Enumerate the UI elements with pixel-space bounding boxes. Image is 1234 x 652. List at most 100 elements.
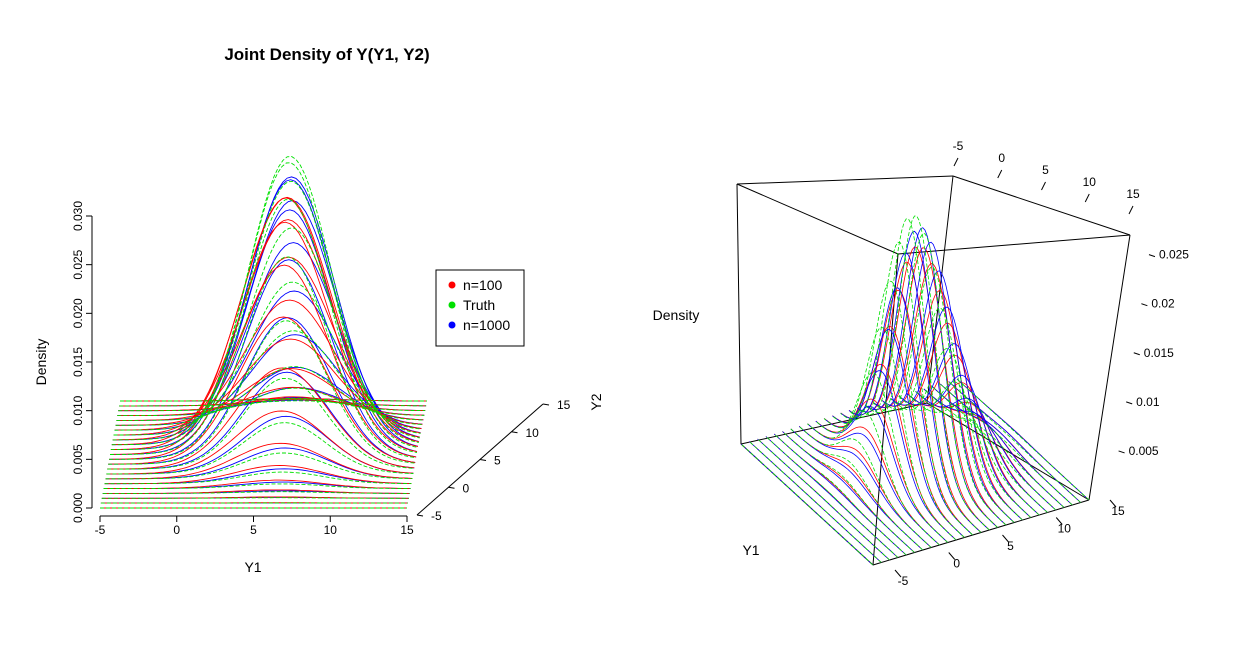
- bottom-tick-label: 15: [1111, 504, 1125, 518]
- left-density-panel: Joint Density of Y(Y1, Y2) Y1 Density Y2…: [33, 45, 604, 575]
- depth-tick-mark: [416, 514, 424, 517]
- legend-marker: [448, 301, 456, 309]
- x-axis-label: Y1: [244, 559, 261, 575]
- density-line-3d: [798, 426, 932, 548]
- depth-tick-label: 15: [557, 398, 571, 412]
- density-line-3d: [807, 410, 940, 546]
- x-tick-label: 5: [250, 523, 257, 537]
- density-line-3d: [757, 438, 890, 561]
- density-line-3d: [757, 438, 890, 561]
- legend-label: n=1000: [463, 317, 510, 333]
- density-tick-label: 0.025: [1159, 248, 1189, 262]
- density-line-truth: [101, 497, 409, 499]
- legend: n=100 Truth n=1000: [435, 269, 525, 347]
- depth-tick-mark: [511, 431, 518, 434]
- density-tick-mark: [1141, 303, 1148, 307]
- density-line-3d: [765, 436, 899, 558]
- density-line-3d: [857, 246, 990, 531]
- density-line-truth: [103, 483, 411, 489]
- density-line-3d: [890, 347, 1023, 521]
- y-tick-label: 0.025: [71, 249, 85, 279]
- x-tick-label: 15: [400, 523, 414, 537]
- density-line-3d: [823, 370, 957, 541]
- left-density-lines: [100, 156, 427, 509]
- density-tick-mark: [1148, 254, 1156, 258]
- density-line-3d: [923, 388, 1057, 511]
- density-line-3d: [931, 386, 1065, 508]
- density-line-truth: [116, 366, 424, 421]
- depth-tick-label: 10: [526, 426, 540, 440]
- box-edge: [952, 175, 1131, 236]
- top-tick-label: 10: [1083, 175, 1097, 189]
- depth-tick-label: 0: [463, 481, 470, 495]
- x-tick-label: 0: [173, 523, 180, 537]
- bottom-tick-mark: [1002, 534, 1009, 543]
- density-line-n100: [109, 221, 418, 455]
- right-3d-panel: 0.0050.010.0150.020.025-5051015-5051015 …: [653, 139, 1190, 588]
- density-line-3d: [773, 433, 907, 556]
- top-tick-mark: [997, 169, 1003, 179]
- density-tick-label: 0.005: [1129, 444, 1159, 458]
- density-line-truth: [118, 397, 426, 412]
- right-axes: 0.005 0.01 0.015 0.02 0.025 -5 0 5 10 15 -5 0 5 10 15: [894, 139, 1189, 588]
- y-tick-label: 0.005: [71, 444, 85, 474]
- density-tick-mark: [1118, 450, 1125, 454]
- right-y1-label: Y1: [742, 542, 759, 558]
- density-line-3d: [749, 441, 882, 563]
- density-line-3d: [940, 383, 1073, 506]
- density-line-3d: [956, 378, 1090, 501]
- density-line-3d: [773, 433, 907, 556]
- depth-tick-mark: [542, 403, 550, 406]
- density-line-3d: [740, 443, 874, 566]
- density-line-3d: [865, 233, 998, 528]
- bottom-tick-mark: [948, 552, 956, 560]
- density-line-truth: [105, 452, 413, 480]
- density-line-truth: [107, 377, 415, 470]
- density-line-3d: [840, 241, 973, 536]
- y-tick-label: 0.030: [71, 201, 85, 231]
- box-edge: [897, 234, 1131, 255]
- density-tick-mark: [1133, 352, 1140, 356]
- y-axis-label: Density: [33, 339, 49, 386]
- y-tick-label: 0.000: [71, 493, 85, 523]
- box-edge: [736, 183, 899, 255]
- y-tick-label: 0.010: [71, 395, 85, 425]
- density-line-3d: [857, 215, 990, 531]
- density-line-3d: [890, 322, 1023, 521]
- density-line-n1000: [104, 468, 412, 485]
- density-line-truth: [112, 180, 420, 441]
- y-tick-label: 0.015: [71, 347, 85, 377]
- density-line-truth: [111, 156, 419, 446]
- density-tick-mark: [1126, 401, 1133, 405]
- bottom-tick-label: 0: [953, 557, 960, 571]
- box-edge: [926, 402, 1090, 501]
- legend-marker: [448, 281, 456, 289]
- box-edge: [736, 175, 954, 185]
- density-line-3d: [790, 428, 924, 551]
- bottom-tick-label: -5: [898, 574, 909, 588]
- right-density-label: Density: [653, 307, 700, 323]
- depth-tick-mark: [479, 459, 487, 461]
- density-line-3d: [956, 378, 1090, 501]
- density-line-3d: [815, 372, 949, 543]
- bottom-tick-mark: [894, 569, 902, 578]
- depth-tick-label: 5: [494, 454, 501, 468]
- density-tick-label: 0.02: [1151, 297, 1175, 311]
- depth-tick-label: -5: [431, 509, 442, 523]
- density-line-truth: [106, 422, 414, 475]
- density-line-3d: [873, 263, 1007, 526]
- density-line-truth: [102, 491, 410, 494]
- density-line-3d: [865, 247, 998, 528]
- chart-title: Joint Density of Y(Y1, Y2): [224, 45, 429, 64]
- density-tick-label: 0.01: [1136, 395, 1160, 409]
- top-tick-mark: [1128, 205, 1134, 215]
- density-line-n100: [108, 316, 416, 465]
- legend-label: Truth: [463, 297, 495, 313]
- right-density-lines: [740, 215, 1090, 566]
- density-line-truth: [119, 400, 427, 407]
- x-tick-label: 10: [324, 523, 338, 537]
- bottom-tick-label: 10: [1058, 522, 1072, 536]
- density-line-n100: [109, 264, 417, 460]
- density-line-truth: [104, 471, 412, 485]
